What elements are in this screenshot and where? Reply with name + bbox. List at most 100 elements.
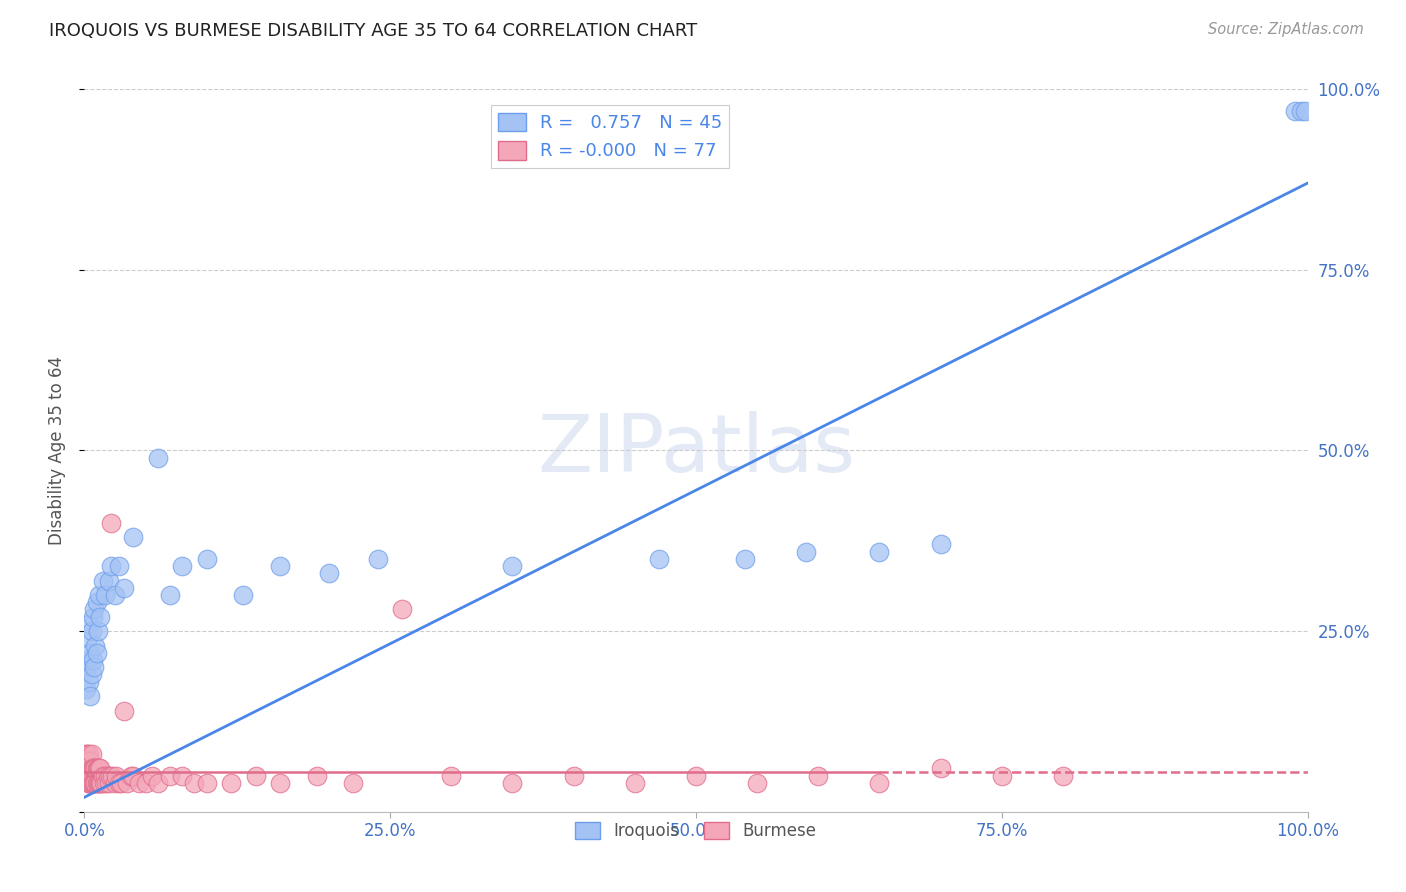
Point [195,551,218,566]
Point [107,559,129,574]
Point [232,588,254,602]
Point [929,537,952,551]
Point [77,761,100,775]
Point [183,776,205,790]
Point [80,747,103,761]
Point [80,624,103,639]
Point [75,769,97,783]
Point [1291,103,1313,118]
Point [269,776,291,790]
Point [104,588,127,602]
Y-axis label: Disability Age 35 to 64: Disability Age 35 to 64 [48,356,66,545]
Point [86,761,108,775]
Point [97,769,120,783]
Point [502,559,524,574]
Point [1284,103,1306,118]
Point [245,769,267,783]
Point [76,747,98,761]
Point [79,754,101,768]
Point [100,559,122,574]
Point [77,674,100,689]
Point [128,776,150,790]
Point [94,588,117,602]
Point [77,776,100,790]
Text: IROQUOIS VS BURMESE DISABILITY AGE 35 TO 64 CORRELATION CHART: IROQUOIS VS BURMESE DISABILITY AGE 35 TO… [49,22,697,40]
Point [869,544,891,558]
Point [75,747,97,761]
Point [104,776,127,790]
Point [80,667,103,681]
Point [146,450,169,465]
Legend: Iroquois, Burmese: Iroquois, Burmese [568,815,824,847]
Point [79,689,101,703]
Point [89,776,111,790]
Point [159,769,181,783]
Point [94,769,117,783]
Point [83,660,105,674]
Point [91,574,114,588]
Point [83,602,105,616]
Point [75,754,97,768]
Point [77,769,100,783]
Point [89,609,111,624]
Point [80,761,103,775]
Point [101,769,124,783]
Point [685,769,707,783]
Point [76,754,98,768]
Point [84,761,107,775]
Point [77,632,100,646]
Point [75,761,97,775]
Point [122,530,145,544]
Point [77,754,100,768]
Point [1294,103,1316,118]
Point [83,776,105,790]
Point [318,566,340,581]
Point [90,776,112,790]
Point [734,551,756,566]
Point [98,769,121,783]
Point [929,761,952,775]
Point [77,653,100,667]
Point [807,769,830,783]
Point [91,769,114,783]
Point [146,776,169,790]
Point [77,616,100,631]
Point [305,769,328,783]
Point [115,776,138,790]
Point [89,761,111,775]
Point [86,595,108,609]
Point [76,769,98,783]
Point [219,776,242,790]
Text: ZIPatlas: ZIPatlas [537,411,855,490]
Point [87,624,110,639]
Point [79,776,101,790]
Point [86,776,108,790]
Point [82,653,104,667]
Point [87,776,110,790]
Point [82,761,104,775]
Point [84,639,107,653]
Point [869,776,891,790]
Point [195,776,218,790]
Point [502,776,524,790]
Point [105,769,128,783]
Point [82,609,104,624]
Point [110,776,132,790]
Point [391,602,413,616]
Point [135,776,157,790]
Point [77,776,100,790]
Point [96,776,118,790]
Point [440,769,463,783]
Point [172,559,194,574]
Point [342,776,364,790]
Point [77,747,100,761]
Point [100,516,122,530]
Point [86,646,108,660]
Point [159,588,181,602]
Point [107,776,129,790]
Point [97,776,120,790]
Point [648,551,671,566]
Point [122,769,145,783]
Point [1052,769,1074,783]
Point [112,581,135,595]
